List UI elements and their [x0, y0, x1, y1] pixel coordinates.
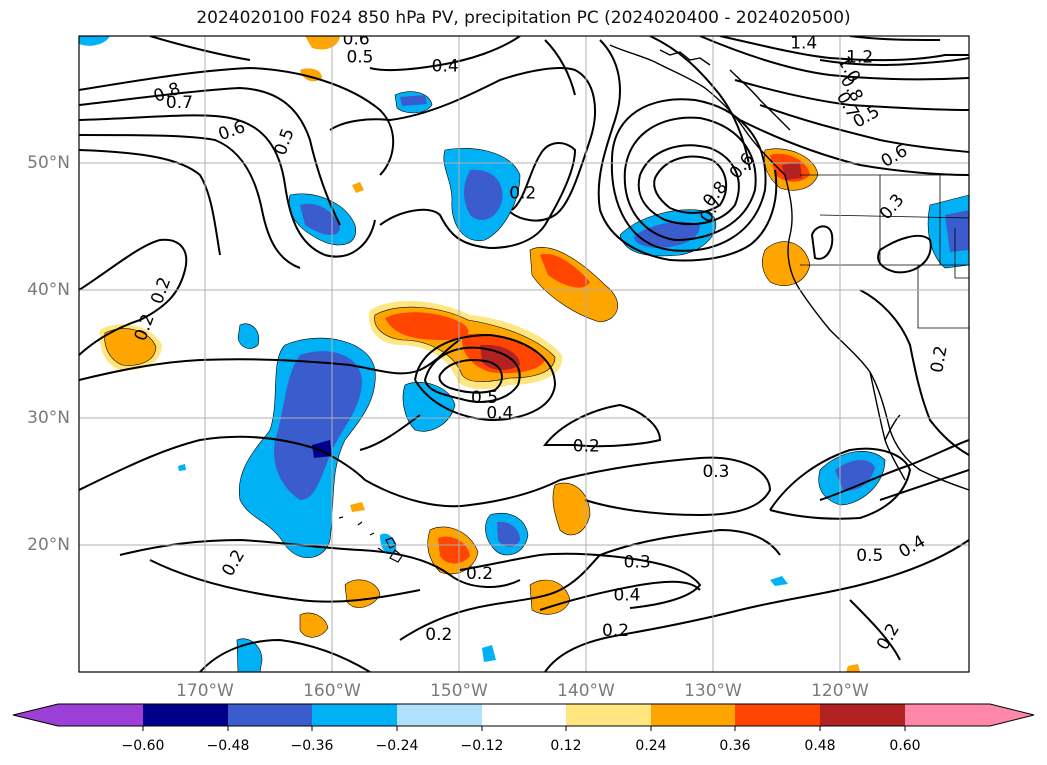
colorbar-extend-max — [990, 704, 1034, 726]
coastline — [609, 44, 969, 491]
colorbar-tick-label: −0.24 — [376, 738, 419, 754]
colorbar-bin — [735, 704, 820, 726]
colorbar: −0.60 −0.48 −0.36 −0.24 −0.12 0.12 0.24 … — [12, 703, 1035, 754]
contour-label: 0.4 — [486, 404, 513, 424]
colorbar-bin — [566, 704, 651, 726]
chart-title: 2024020100 F024 850 hPa PV, precipitatio… — [196, 8, 851, 28]
contour-label: 0.2 — [509, 183, 536, 203]
contour-label: 0.2 — [573, 437, 600, 457]
contour-label: 0.2 — [425, 625, 452, 645]
lat-label-30n: 30°N — [27, 408, 70, 428]
colorbar-tick-label: 0.36 — [719, 738, 750, 754]
contour-label: 0.2 — [927, 344, 951, 374]
contour-label: 1.2 — [846, 47, 873, 67]
contour-label: 0.5 — [856, 546, 883, 566]
political-borders — [800, 174, 969, 329]
colorbar-bin — [312, 704, 397, 726]
contour-label: 0.2 — [466, 564, 493, 584]
contour-label: 0.7 — [166, 93, 193, 113]
map-frame — [78, 35, 970, 673]
colorbar-bin — [651, 704, 735, 726]
contour-label: 0.5 — [471, 388, 498, 408]
colorbar-bin — [143, 704, 228, 726]
colorbar-bin — [397, 704, 482, 726]
colorbar-tick-label: −0.36 — [291, 738, 334, 754]
colorbar-tick-label: 0.48 — [804, 738, 835, 754]
contour-label: 0.5 — [346, 47, 373, 67]
colorbar-tick-label: −0.48 — [207, 738, 250, 754]
graticule — [79, 36, 969, 672]
lon-label-160w: 160°W — [303, 681, 361, 701]
colorbar-tick-label: 0.60 — [889, 738, 920, 754]
contour-label: 0.3 — [624, 552, 651, 572]
lon-label-140w: 140°W — [557, 681, 615, 701]
pv-contours — [79, 36, 969, 672]
colorbar-bin — [228, 704, 312, 726]
contour-label: 0.4 — [613, 585, 640, 605]
contour-label: 0.2 — [602, 621, 629, 641]
contour-label: 1.4 — [790, 33, 817, 53]
contour-label: 0.6 — [343, 30, 370, 50]
lon-label-120w: 120°W — [811, 681, 869, 701]
colorbar-tick-label: 0.24 — [635, 738, 666, 754]
lat-label-50n: 50°N — [27, 153, 70, 173]
contour-label: 0.4 — [432, 56, 459, 76]
colorbar-bin — [820, 704, 905, 726]
colorbar-extend-min — [13, 704, 58, 726]
colorbar-tick-label: −0.60 — [122, 738, 165, 754]
lat-label-20n: 20°N — [27, 535, 70, 555]
contour-label: 0.3 — [702, 462, 729, 482]
colorbar-bin — [905, 704, 990, 726]
colorbar-bin — [482, 704, 566, 726]
lat-label-40n: 40°N — [27, 280, 70, 300]
lon-label-130w: 130°W — [684, 681, 742, 701]
colorbar-tick-label: −0.12 — [461, 738, 504, 754]
colorbar-tick-label: 0.12 — [550, 738, 581, 754]
lon-label-150w: 150°W — [430, 681, 488, 701]
colorbar-bin — [58, 704, 143, 726]
lon-label-170w: 170°W — [176, 681, 234, 701]
